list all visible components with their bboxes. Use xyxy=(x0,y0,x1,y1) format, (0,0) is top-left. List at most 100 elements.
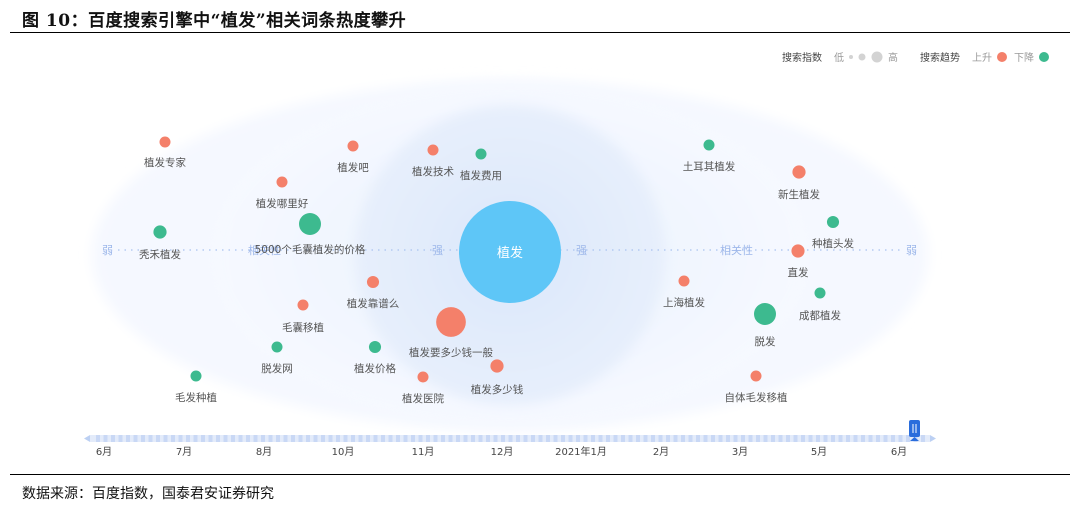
timeline-tick xyxy=(531,435,535,442)
timeline-month-label[interactable]: 2月 xyxy=(653,446,669,458)
timeline-tick xyxy=(718,435,723,442)
timeline-tick xyxy=(298,435,303,442)
timeline-tick xyxy=(538,435,543,442)
timeline-tick xyxy=(546,435,550,442)
timeline-month-label[interactable]: 10月 xyxy=(332,446,355,458)
term-bubble[interactable] xyxy=(826,215,840,229)
timeline-month-label[interactable]: 12月 xyxy=(491,446,514,458)
timeline-month-label[interactable]: 6月 xyxy=(891,446,907,458)
timeline-month-label[interactable]: 3月 xyxy=(732,446,748,458)
timeline-tick xyxy=(793,435,798,442)
term-bubble[interactable] xyxy=(814,287,826,299)
timeline-tick xyxy=(118,435,123,442)
timeline-tick xyxy=(201,435,205,442)
timeline-tick xyxy=(891,435,895,442)
timeline-tick xyxy=(358,435,363,442)
term-bubble[interactable] xyxy=(368,340,382,354)
term-bubble[interactable] xyxy=(190,370,202,382)
timeline-tick xyxy=(141,435,145,442)
term-bubble[interactable] xyxy=(417,371,429,383)
timeline-tick xyxy=(403,435,408,442)
term-bubble[interactable] xyxy=(299,213,321,235)
term-bubble[interactable] xyxy=(297,299,309,311)
timeline-tick xyxy=(178,435,183,442)
axis-relevance-left: 相关性 xyxy=(248,243,281,257)
timeline-tick xyxy=(246,435,250,442)
timeline-month-label[interactable]: 8月 xyxy=(256,446,272,458)
timeline-tick xyxy=(276,435,280,442)
timeline-tick xyxy=(373,435,378,442)
term-label: 植发靠谱么 xyxy=(347,297,400,310)
timeline-right-arrow-icon[interactable] xyxy=(930,435,936,442)
timeline-tick xyxy=(711,435,715,442)
term-label: 毛囊移植 xyxy=(282,321,324,334)
term-bubble[interactable] xyxy=(347,140,359,152)
term-label: 直发 xyxy=(788,266,809,279)
term-bubble[interactable] xyxy=(754,303,776,325)
term-label: 上海植发 xyxy=(663,296,705,309)
axis-weak-left: 弱 xyxy=(102,244,113,257)
timeline-tick xyxy=(808,435,813,442)
timeline-tick xyxy=(846,435,850,442)
timeline-month-label[interactable]: 6月 xyxy=(96,446,112,458)
term-bubble[interactable] xyxy=(436,307,466,337)
timeline-tick xyxy=(163,435,168,442)
timeline-tick xyxy=(426,435,430,442)
timeline-tick xyxy=(253,435,258,442)
term-label: 种植头发 xyxy=(812,237,854,250)
term-bubble[interactable] xyxy=(678,275,690,287)
timeline-month-label[interactable]: 7月 xyxy=(176,446,192,458)
timeline-tick xyxy=(763,435,768,442)
term-bubble[interactable] xyxy=(703,139,715,151)
term-label: 5000个毛囊植发的价格 xyxy=(255,243,366,256)
term-bubble[interactable] xyxy=(490,359,504,373)
timeline-tick xyxy=(853,435,858,442)
term-bubble[interactable] xyxy=(792,165,806,179)
term-bubble[interactable] xyxy=(271,341,283,353)
timeline-tick xyxy=(411,435,415,442)
term-bubble[interactable] xyxy=(475,148,487,160)
source-note: 数据来源：百度指数，国泰君安证券研究 xyxy=(22,486,274,502)
timeline-month-label[interactable]: 11月 xyxy=(412,446,435,458)
timeline-tick xyxy=(283,435,288,442)
timeline-tick xyxy=(111,435,115,442)
timeline-tick xyxy=(583,435,588,442)
term-bubble[interactable] xyxy=(276,176,288,188)
timeline-month-label[interactable]: 5月 xyxy=(811,446,827,458)
timeline-tick xyxy=(568,435,573,442)
timeline-tick xyxy=(96,435,100,442)
timeline-tick xyxy=(396,435,400,442)
timeline-tick xyxy=(381,435,385,442)
legend-index-label: 搜索指数 xyxy=(782,51,822,64)
timeline-tick xyxy=(433,435,438,442)
term-bubble[interactable] xyxy=(791,244,805,258)
timeline-tick xyxy=(351,435,355,442)
legend-up: 上升 xyxy=(972,52,992,64)
timeline-tick xyxy=(786,435,790,442)
timeline-tick xyxy=(876,435,880,442)
term-label: 新生植发 xyxy=(778,188,820,201)
timeline-tick xyxy=(861,435,865,442)
timeline-tick xyxy=(231,435,235,442)
timeline-handle[interactable] xyxy=(909,420,920,437)
timeline-month-label[interactable]: 2021年1月 xyxy=(555,445,607,458)
term-bubble[interactable] xyxy=(750,370,762,382)
term-label: 土耳其植发 xyxy=(683,160,736,173)
term-bubble[interactable] xyxy=(427,144,439,156)
timeline-tick xyxy=(553,435,558,442)
term-bubble[interactable] xyxy=(366,275,380,289)
term-bubble[interactable] xyxy=(159,136,171,148)
timeline-tick xyxy=(208,435,213,442)
term-bubble[interactable] xyxy=(153,225,167,239)
timeline-tick xyxy=(703,435,708,442)
timeline-left-arrow-icon[interactable] xyxy=(84,435,90,442)
timeline-tick xyxy=(906,435,910,442)
legend-size-medium-icon xyxy=(858,53,866,61)
timeline[interactable]: 6月 7月 8月 10月 11月 12月 2021年1月 2月 3月 5月 6月 xyxy=(84,420,936,458)
timeline-handle-pointer-icon xyxy=(910,437,919,441)
relation-chart: 弱 相关性 强 强 相关性 弱 植发 植发专家 植发吧 植发技术 植发费用 土耳其植发新… xyxy=(84,51,1049,458)
timeline-tick xyxy=(523,435,528,442)
term-label: 植发哪里好 xyxy=(256,197,309,210)
timeline-tick xyxy=(328,435,333,442)
term-label: 植发技术 xyxy=(412,165,454,178)
